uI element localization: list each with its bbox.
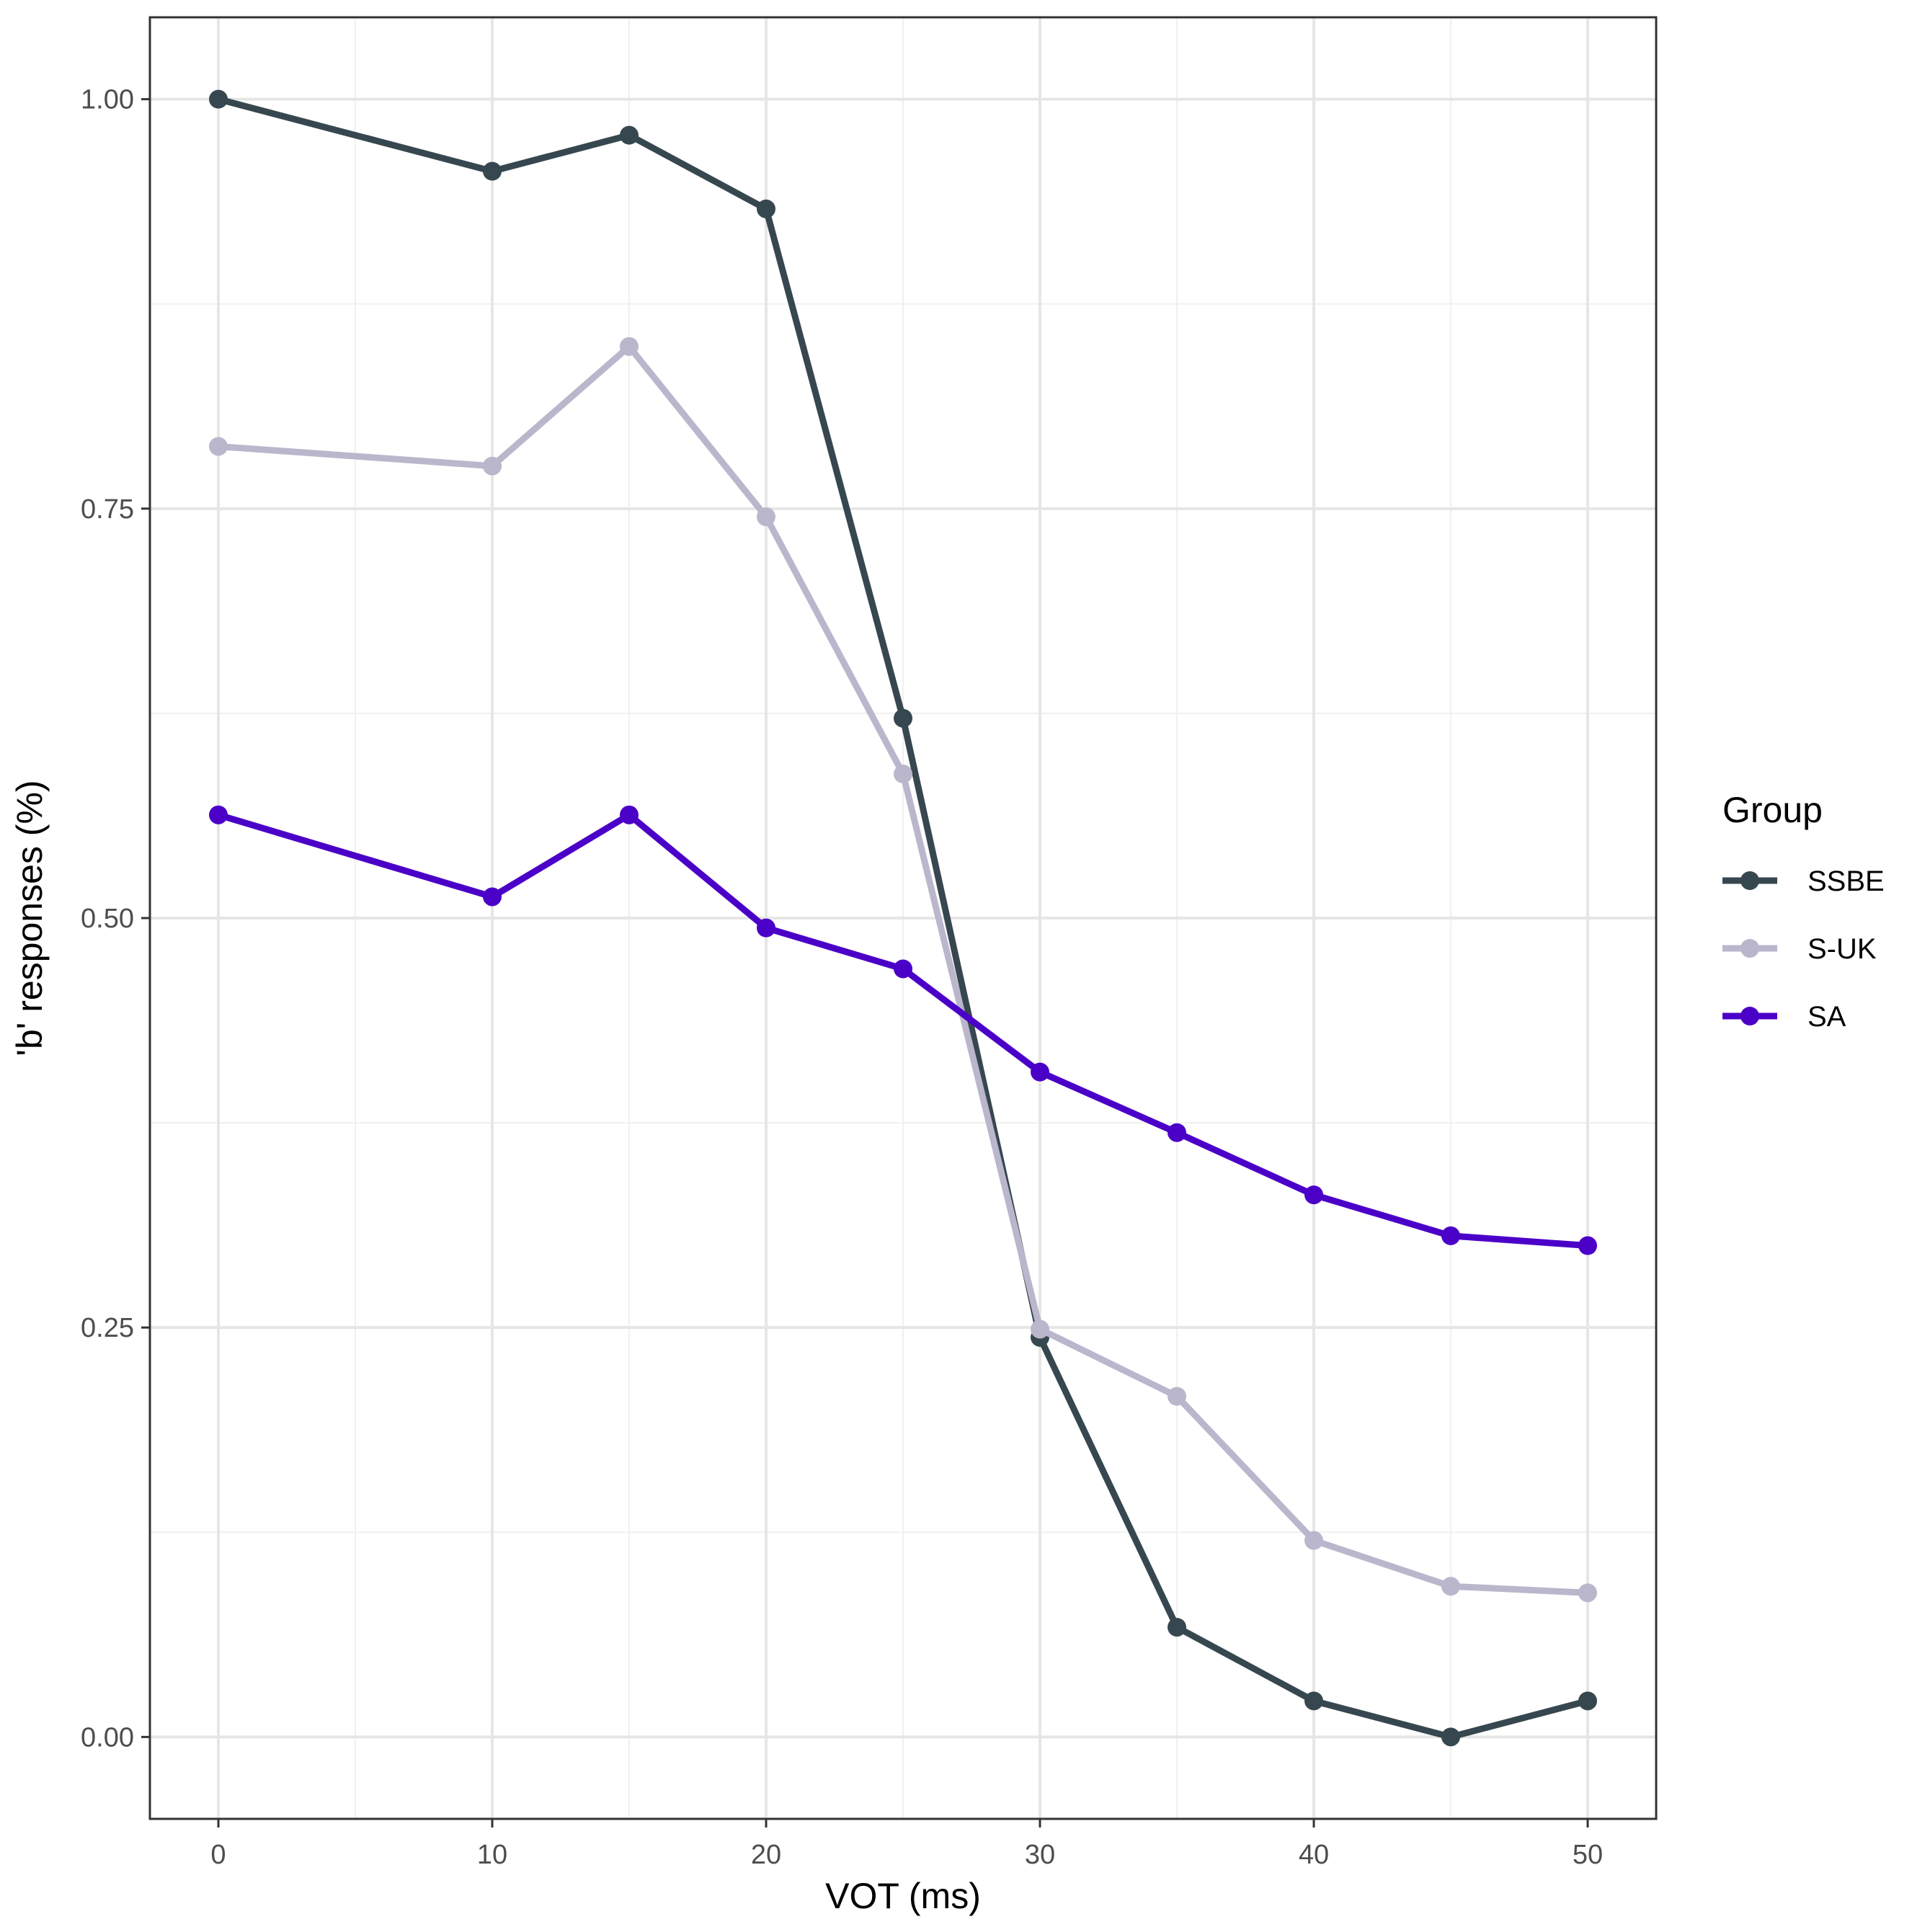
data-point-ssbe	[757, 199, 775, 218]
y-tick-label: 0.75	[81, 494, 134, 525]
legend-item-ssbe: SSBE	[1722, 865, 1885, 897]
legend-key-point	[1740, 871, 1759, 890]
series-line-ssbe	[217, 96, 1589, 1740]
y-tick-label: 1.00	[81, 85, 134, 115]
data-point-s-uk	[1578, 1583, 1597, 1603]
x-tick-label: 30	[1025, 1840, 1055, 1870]
data-point-sa	[1578, 1236, 1597, 1255]
data-point-sa	[209, 805, 228, 824]
grid-lines	[150, 17, 1656, 1819]
x-tick-label: 50	[1573, 1840, 1603, 1870]
legend-items: SSBE S-UK SA	[1722, 865, 1885, 1033]
legend-label: SSBE	[1807, 865, 1885, 897]
data-point-ssbe	[1578, 1691, 1597, 1711]
data-point-sa	[1441, 1226, 1460, 1245]
x-axis-title: VOT (ms)	[825, 1876, 981, 1916]
y-tick-label: 0.25	[81, 1313, 134, 1343]
data-point-s-uk	[1031, 1319, 1049, 1339]
data-point-sa	[1031, 1062, 1049, 1082]
data-point-ssbe	[620, 125, 639, 145]
data-point-s-uk	[620, 337, 639, 356]
data-point-s-uk	[483, 456, 502, 476]
x-tick-label: 0	[210, 1840, 226, 1870]
data-point-s-uk	[209, 437, 228, 456]
legend-label: S-UK	[1807, 933, 1877, 965]
legend-title: Group	[1722, 790, 1823, 830]
legend-key-point	[1740, 1007, 1759, 1025]
legend: Group SSBE S-UK SA	[1722, 790, 1885, 1033]
series-ssbe	[209, 89, 1597, 1747]
legend-label: SA	[1807, 1001, 1846, 1033]
x-tick-label: 40	[1299, 1840, 1329, 1870]
legend-key-point	[1740, 939, 1759, 958]
series-s-uk	[209, 337, 1597, 1603]
data-point-ssbe	[1304, 1691, 1323, 1711]
y-tick-label: 0.50	[81, 904, 134, 934]
data-point-s-uk	[894, 765, 912, 783]
data-point-s-uk	[1441, 1577, 1460, 1596]
data-point-ssbe	[894, 708, 912, 728]
data-point-sa	[894, 959, 912, 979]
data-point-s-uk	[757, 507, 775, 527]
data-point-sa	[620, 805, 639, 824]
x-tick-label: 10	[477, 1840, 507, 1870]
legend-item-s-uk: S-UK	[1722, 933, 1877, 965]
legend-item-sa: SA	[1722, 1001, 1846, 1033]
x-tick-label: 20	[751, 1840, 781, 1870]
series-line-s-uk	[218, 343, 1588, 1596]
y-tick-label: 0.00	[81, 1722, 134, 1753]
data-point-ssbe	[1441, 1727, 1460, 1747]
data-point-s-uk	[1304, 1531, 1323, 1550]
axes: 0 10 20 30 40 50 0.00 0.25 0.50 0.75 1.00	[81, 85, 1603, 1870]
data-point-sa	[1168, 1123, 1186, 1142]
data-point-s-uk	[1168, 1386, 1186, 1406]
series-sa	[209, 805, 1597, 1255]
data-point-ssbe	[209, 89, 228, 109]
data-point-sa	[1304, 1185, 1323, 1205]
y-axis-title: 'b' responses (%)	[9, 780, 50, 1056]
data-point-sa	[757, 918, 775, 938]
data-point-ssbe	[483, 161, 502, 181]
data-point-ssbe	[1168, 1618, 1186, 1637]
series-line-sa	[217, 811, 1588, 1250]
series-lines	[209, 89, 1597, 1747]
data-point-sa	[483, 887, 502, 907]
